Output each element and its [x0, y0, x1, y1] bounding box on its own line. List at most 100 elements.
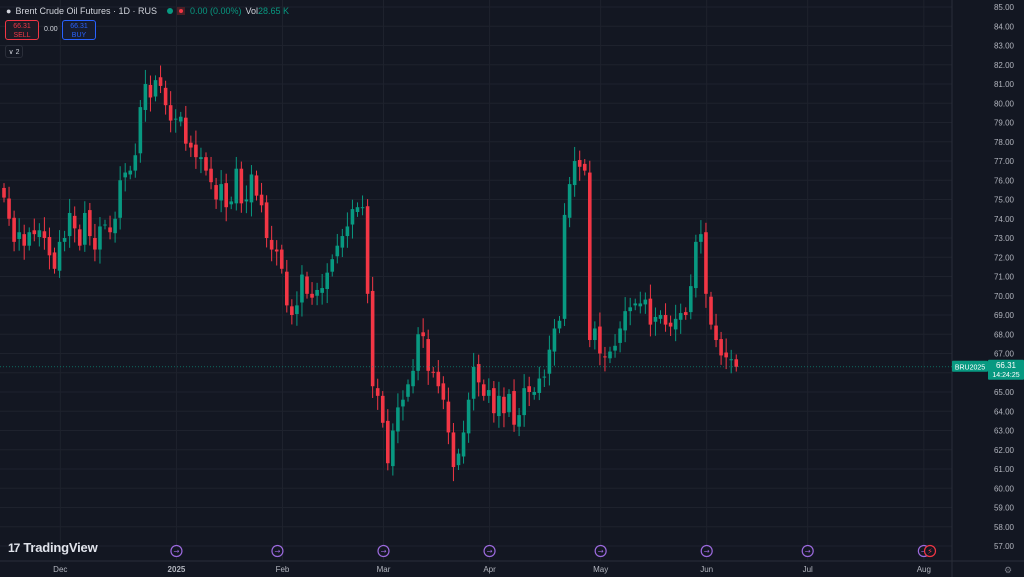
- gear-icon[interactable]: ⚙: [1003, 565, 1013, 575]
- candle-body: [340, 236, 345, 248]
- candle-body: [254, 175, 259, 196]
- y-tick-label: 69.00: [994, 311, 1015, 320]
- x-tick-label: Mar: [377, 565, 391, 574]
- event-marker-icon[interactable]: [801, 544, 814, 558]
- candle-body: [608, 351, 612, 359]
- event-marker-icon[interactable]: [594, 544, 607, 558]
- candle-body: [603, 356, 607, 358]
- event-arrow-icon: →: [275, 548, 281, 556]
- y-tick-label: 79.00: [994, 119, 1015, 128]
- candle-body: [163, 87, 168, 106]
- symbol-tag: [952, 360, 988, 372]
- candle-body: [613, 345, 617, 351]
- volume-value: 28.65 K: [258, 6, 290, 16]
- candles: [2, 65, 739, 482]
- event-marker-icon[interactable]: [271, 544, 284, 558]
- candle-body: [411, 370, 415, 387]
- y-tick-label: 77.00: [994, 157, 1015, 166]
- candle-body: [234, 168, 239, 204]
- candle-body: [694, 241, 698, 289]
- y-tick-label: 72.00: [994, 253, 1015, 262]
- y-tick-label: 59.00: [994, 504, 1015, 513]
- candle-body: [269, 239, 274, 250]
- candle-body: [52, 252, 57, 269]
- tradingview-logo[interactable]: 17 TradingView: [8, 540, 98, 555]
- candle-body: [77, 229, 82, 246]
- candle-body: [350, 209, 355, 225]
- candle-body: [704, 232, 708, 294]
- y-tick-label: 58.00: [994, 523, 1015, 532]
- candle-body: [204, 157, 208, 171]
- candle-body: [168, 105, 173, 121]
- candle-body: [57, 241, 62, 271]
- y-tick-label: 57.00: [994, 542, 1015, 551]
- candle-body: [194, 144, 198, 158]
- event-markers: → → → → → → → → ⚡: [170, 544, 937, 558]
- candle-body: [643, 299, 648, 305]
- candle-body: [37, 230, 42, 238]
- candle-body: [492, 388, 496, 414]
- candle-body: [229, 201, 234, 205]
- candle-body: [406, 384, 410, 397]
- candle-body: [279, 249, 284, 269]
- x-tick-label: Jun: [700, 565, 713, 574]
- symbol-header[interactable]: ● Brent Crude Oil Futures · 1D · RUS 0.0…: [6, 4, 289, 18]
- candle-body: [562, 214, 567, 319]
- candle-body: [537, 378, 542, 393]
- candle-body: [699, 234, 703, 242]
- price-tag: [988, 359, 1024, 380]
- y-tick-label: 80.00: [994, 99, 1015, 108]
- chart-grid: [0, 0, 952, 561]
- candle-body: [426, 339, 430, 371]
- candle-body: [416, 334, 420, 371]
- indicators-toggle-button[interactable]: ∨ 2: [5, 45, 23, 58]
- candle-body: [461, 432, 466, 457]
- candle-body: [471, 366, 476, 399]
- candle-body: [259, 194, 264, 206]
- oil-drop-icon: ●: [6, 6, 12, 16]
- y-tick-label: 64.00: [994, 407, 1015, 416]
- event-marker-icon[interactable]: [483, 544, 496, 558]
- y-tick-label: 74.00: [994, 215, 1015, 224]
- candle-body: [158, 77, 163, 86]
- event-marker-icon[interactable]: [170, 544, 183, 558]
- lightning-event-icon[interactable]: [923, 544, 937, 558]
- event-marker-icon[interactable]: [377, 544, 390, 558]
- candle-body: [709, 296, 713, 325]
- buy-button[interactable]: 66.31 BUY: [62, 20, 96, 40]
- candle-body: [83, 212, 87, 245]
- symbol-title[interactable]: Brent Crude Oil Futures · 1D · RUS: [15, 6, 157, 16]
- candle-body: [431, 371, 436, 373]
- candle-body: [567, 184, 572, 218]
- last-price-tag: BRU2025 66.31 14:24:25: [0, 359, 1024, 380]
- x-tick-label: Feb: [276, 565, 290, 574]
- candle-body: [396, 407, 400, 432]
- candle-body: [487, 390, 491, 396]
- candle-body: [724, 352, 728, 358]
- candle-body: [12, 217, 16, 242]
- candle-body: [355, 207, 360, 213]
- price-axis[interactable]: 57.00 58.00 59.00 60.00 61.00 62.00 63.00 64.00…: [951, 0, 1015, 577]
- event-marker-icon[interactable]: [700, 544, 713, 558]
- event-arrow-icon: →: [487, 548, 493, 556]
- candle-body: [199, 157, 203, 160]
- chevron-down-icon: ∨: [8, 49, 14, 56]
- candle-body: [497, 395, 501, 417]
- candle-body: [401, 399, 405, 407]
- candle-body: [310, 293, 314, 298]
- y-tick-label: 84.00: [994, 22, 1015, 31]
- candle-body: [285, 271, 289, 306]
- candle-body: [582, 163, 587, 171]
- time-axis[interactable]: Dec 2025 Feb Mar Apr May Jun Jul Aug: [0, 560, 1024, 574]
- candle-body: [542, 376, 547, 378]
- candle-body: [598, 326, 602, 354]
- candle-body: [295, 305, 299, 315]
- candle-body: [633, 303, 638, 306]
- y-tick-label: 85.00: [994, 3, 1015, 12]
- candle-body: [719, 339, 723, 356]
- candle-body: [47, 237, 52, 256]
- event-arrow-icon: →: [805, 548, 811, 556]
- candle-body: [588, 172, 592, 341]
- sell-button[interactable]: 66.31 SELL: [5, 20, 39, 40]
